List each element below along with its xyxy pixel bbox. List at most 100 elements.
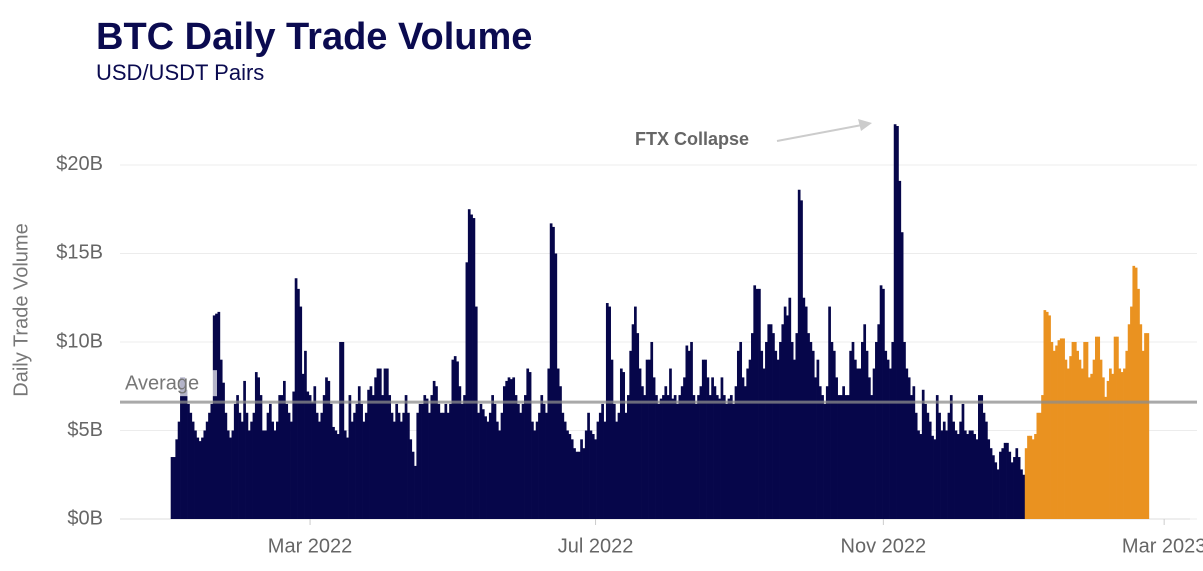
bar xyxy=(1132,265,1136,519)
bar xyxy=(287,412,291,519)
bar xyxy=(407,412,410,519)
bar xyxy=(421,403,424,519)
bar xyxy=(458,386,462,519)
x-tick-label: Mar 2022 xyxy=(268,535,353,557)
bar xyxy=(875,341,878,519)
bar xyxy=(598,412,602,519)
bar xyxy=(371,395,375,519)
bar xyxy=(411,451,415,519)
bar xyxy=(931,435,934,519)
bar xyxy=(332,426,335,519)
bar xyxy=(353,412,356,519)
bar xyxy=(467,209,471,519)
bar xyxy=(231,430,235,519)
bar xyxy=(418,403,422,519)
bar xyxy=(1043,310,1047,519)
bar xyxy=(1031,439,1035,519)
bar xyxy=(233,403,237,519)
bar xyxy=(631,324,635,519)
bar xyxy=(259,395,263,519)
bar xyxy=(290,421,293,519)
bar xyxy=(250,421,253,519)
bar xyxy=(495,421,499,519)
bar xyxy=(404,395,408,519)
bar xyxy=(910,395,913,519)
bar xyxy=(748,359,752,519)
bar xyxy=(526,368,530,519)
bar xyxy=(851,341,855,519)
bar xyxy=(954,430,958,519)
bar xyxy=(898,180,902,520)
bar xyxy=(973,434,977,519)
bar xyxy=(952,421,955,519)
bar xyxy=(886,359,890,519)
bar xyxy=(1057,340,1061,519)
bar xyxy=(348,395,352,519)
bar xyxy=(701,359,705,519)
bar xyxy=(715,395,719,519)
bar xyxy=(940,430,944,519)
bar xyxy=(734,386,738,519)
bar xyxy=(928,421,932,519)
x-tick-label: Jul 2022 xyxy=(558,535,634,557)
bar xyxy=(453,356,457,519)
bar xyxy=(430,395,434,519)
bar xyxy=(1127,324,1131,519)
bar xyxy=(900,232,904,519)
bar xyxy=(835,377,838,519)
bar xyxy=(1038,412,1042,519)
bar xyxy=(1092,359,1096,519)
bar xyxy=(652,377,656,519)
bar xyxy=(1059,338,1063,519)
bar xyxy=(868,377,871,519)
bar xyxy=(933,439,937,519)
bar xyxy=(584,430,588,519)
bar xyxy=(1144,333,1147,519)
bar xyxy=(975,439,979,519)
bar xyxy=(238,412,242,519)
bar xyxy=(507,377,511,519)
bar xyxy=(610,359,614,519)
bar xyxy=(502,386,506,519)
bar xyxy=(383,368,387,519)
bar xyxy=(762,368,766,519)
bar xyxy=(1090,373,1094,519)
bar xyxy=(1137,288,1140,519)
x-tick-label: Mar 2023 xyxy=(1122,535,1203,557)
bar xyxy=(369,386,373,519)
bar xyxy=(577,451,581,519)
bar xyxy=(1134,267,1138,519)
bar xyxy=(882,288,885,519)
bar xyxy=(949,395,953,519)
bar xyxy=(655,395,658,519)
bar xyxy=(229,437,232,519)
bar xyxy=(514,395,518,519)
bar xyxy=(222,382,225,519)
bar xyxy=(554,253,558,519)
bar xyxy=(1029,435,1033,519)
bar xyxy=(783,306,787,519)
bar xyxy=(240,421,244,519)
bar xyxy=(1120,372,1124,519)
bar xyxy=(182,377,186,519)
bar xyxy=(1116,336,1119,519)
bar xyxy=(858,368,862,519)
bar xyxy=(690,341,693,519)
bar xyxy=(893,124,897,519)
bar xyxy=(818,386,822,519)
bar xyxy=(484,416,487,519)
bar xyxy=(505,380,509,519)
bar xyxy=(531,421,534,519)
bar xyxy=(1073,341,1077,519)
bar xyxy=(1130,306,1133,519)
bar xyxy=(830,341,834,519)
bar xyxy=(594,439,597,519)
bar xyxy=(1113,336,1117,519)
bar xyxy=(212,315,216,519)
bar xyxy=(395,403,399,519)
bar xyxy=(907,377,911,519)
bar xyxy=(481,409,485,519)
bar xyxy=(678,395,682,519)
bar xyxy=(989,448,993,519)
bar xyxy=(378,368,382,519)
